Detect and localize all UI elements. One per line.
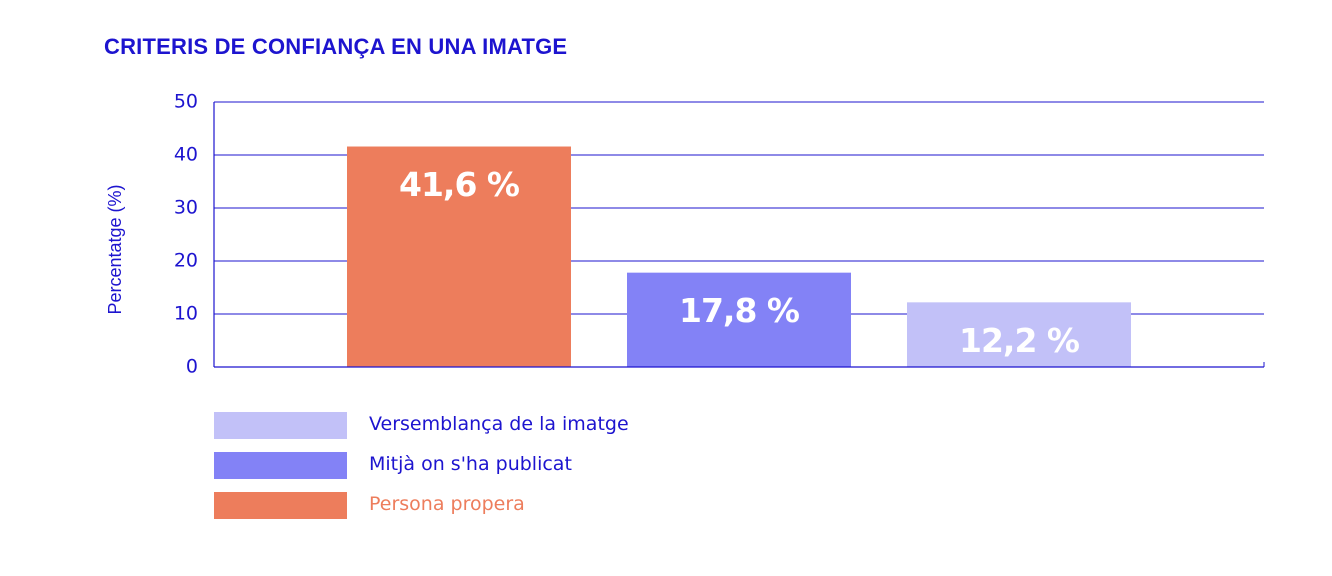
legend-label-versemblanca: Versemblança de la imatge <box>369 413 629 435</box>
y-tick-label-40: 40 <box>174 144 198 166</box>
y-tick-label-20: 20 <box>174 250 198 272</box>
y-tick-label-30: 30 <box>174 197 198 219</box>
bar-3 <box>907 302 1131 367</box>
legend-swatch-mitja <box>214 452 347 479</box>
y-axis-label: Percentatge (%) <box>105 184 125 314</box>
data-label-2: 17,8 % <box>679 291 800 330</box>
y-tick-label-50: 50 <box>174 91 198 113</box>
legend-label-mitja: Mitjà on s'ha publicat <box>369 453 572 475</box>
bar-chart: 0 10 20 30 40 50 Percentatge (%) 41,6 % 17,8 % 12… <box>105 91 1265 378</box>
y-tick-label-0: 0 <box>186 356 198 378</box>
chart-title: CRITERIS DE CONFIANÇA EN UNA IMATGE <box>104 34 568 59</box>
legend-swatch-persona <box>214 492 347 519</box>
data-label-1: 41,6 % <box>399 165 520 204</box>
legend-swatch-versemblanca <box>214 412 347 439</box>
legend-label-persona: Persona propera <box>369 493 525 515</box>
bar-2 <box>627 272 851 367</box>
y-tick-label-10: 10 <box>174 303 198 325</box>
data-label-3: 12,2 % <box>959 321 1080 360</box>
bar-1 <box>347 146 571 367</box>
